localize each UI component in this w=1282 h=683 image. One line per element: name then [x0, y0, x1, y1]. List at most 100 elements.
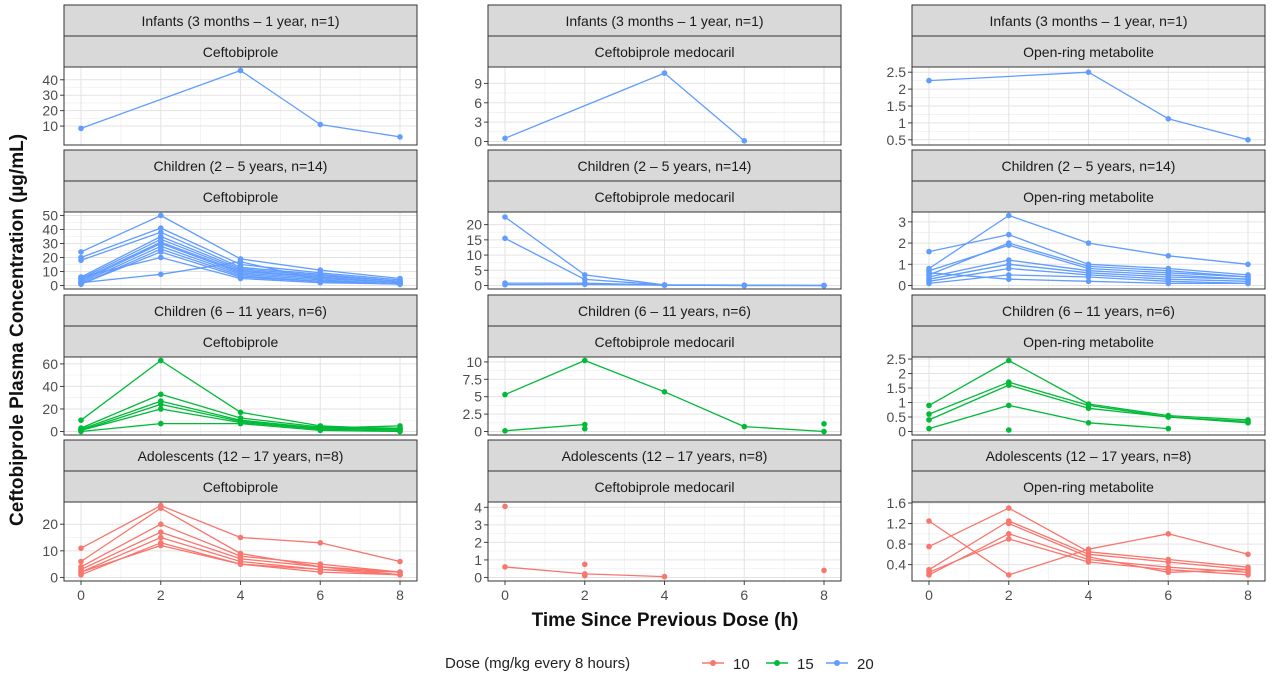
legend-label: 10	[733, 656, 750, 673]
strip-label-analyte: Open-ring metabolite	[1023, 44, 1154, 60]
x-tick-label: 0	[77, 587, 85, 603]
y-tick-label: 0	[50, 423, 58, 439]
data-point	[582, 272, 588, 278]
data-point	[1006, 242, 1012, 248]
data-point	[1245, 551, 1251, 558]
strip-background	[487, 4, 842, 37]
data-point	[397, 428, 403, 435]
x-tick-label: 2	[1005, 587, 1013, 603]
data-point	[1006, 505, 1012, 511]
data-point	[1006, 531, 1012, 537]
data-point	[1085, 554, 1092, 560]
legend-label: 15	[797, 656, 814, 673]
facet-panel: Children (2 – 5 years, n=14) Ceftobiprole…	[466, 149, 842, 294]
data-point	[661, 70, 668, 76]
y-tick-label: 10	[42, 264, 58, 280]
strip-background	[911, 180, 1266, 213]
y-tick-label: 40	[42, 378, 58, 394]
strip-background	[63, 294, 418, 327]
data-point	[1006, 272, 1012, 278]
y-tick-label: 2.5	[463, 406, 483, 422]
strip-label-age-group: Children (2 – 5 years, n=14)	[154, 158, 328, 174]
data-point	[158, 271, 164, 278]
data-point	[237, 67, 244, 74]
legend-label: 20	[857, 656, 874, 673]
y-tick-label: 0	[50, 569, 58, 585]
series-line	[1008, 522, 1249, 573]
strip-label-age-group: Adolescents (12 – 17 years, n=8)	[562, 448, 768, 464]
data-point	[1085, 559, 1092, 565]
x-tick-label: 2	[581, 587, 589, 603]
data-point	[397, 134, 403, 140]
data-point	[926, 569, 932, 576]
y-tick-label: 15	[466, 232, 482, 248]
data-point	[1245, 572, 1251, 578]
legend-key-point	[834, 660, 840, 666]
data-point	[78, 249, 84, 255]
data-point	[1006, 357, 1012, 364]
facet-panel: Children (6 – 11 years, n=6) Open-ring me…	[887, 294, 1266, 439]
facet-panel: Children (6 – 11 years, n=6) Ceftobiprole…	[42, 294, 418, 439]
panel-border	[487, 501, 842, 582]
data-point	[78, 125, 84, 132]
data-point	[158, 401, 164, 408]
data-point	[158, 357, 164, 364]
y-tick-label: 10	[466, 247, 482, 263]
x-tick-label: 6	[1164, 587, 1172, 603]
legend: Dose (mg/kg every 8 hours) 10 15 20	[445, 655, 874, 673]
strip-background	[63, 4, 418, 37]
x-tick-label: 8	[396, 587, 404, 603]
x-tick-label: 2	[157, 587, 165, 603]
y-tick-label: 1	[474, 552, 482, 568]
y-tick-label: 2	[898, 81, 906, 97]
data-point	[158, 391, 164, 398]
data-point	[582, 425, 588, 432]
strip-label-age-group: Children (6 – 11 years, n=6)	[1002, 303, 1175, 319]
data-point	[502, 391, 508, 398]
panel-border	[911, 211, 1266, 290]
y-tick-label: 0	[474, 133, 482, 149]
panel-border	[911, 356, 1266, 436]
data-point	[78, 569, 84, 575]
data-point	[502, 564, 508, 570]
data-point	[158, 529, 164, 535]
y-tick-label: 0	[474, 423, 482, 439]
strip-label-analyte: Ceftobiprole	[203, 334, 279, 350]
legend-key-point	[710, 660, 716, 666]
data-point	[78, 428, 84, 435]
x-axis-title: Time Since Previous Dose (h)	[532, 610, 799, 631]
data-point	[158, 505, 164, 512]
y-tick-label: 2	[898, 235, 906, 251]
y-tick-label: 40	[42, 72, 58, 88]
y-tick-label: 1.5	[887, 98, 907, 114]
facet-panel: Adolescents (12 – 17 years, n=8) Open-rin…	[887, 439, 1266, 603]
data-point	[158, 521, 164, 527]
series-line	[80, 69, 401, 138]
data-point	[741, 282, 748, 289]
y-tick-label: 3	[898, 214, 906, 230]
data-point	[1006, 257, 1012, 263]
data-point	[1245, 566, 1251, 573]
data-point	[1165, 559, 1172, 565]
facet-panel: Infants (3 months – 1 year, n=1) Ceftobip…	[42, 4, 418, 146]
data-point	[158, 229, 164, 236]
panel-border	[911, 66, 1266, 146]
data-point	[502, 235, 508, 242]
data-point	[237, 258, 244, 265]
data-point	[78, 558, 84, 565]
y-tick-label: 2	[898, 366, 906, 382]
data-point	[1085, 278, 1092, 285]
data-point	[317, 121, 324, 128]
data-point	[317, 427, 324, 434]
y-tick-label: 0	[474, 278, 482, 294]
data-point	[1006, 382, 1012, 388]
data-point	[1245, 420, 1251, 426]
data-point	[1006, 520, 1012, 527]
data-point	[926, 543, 932, 550]
series-line	[928, 404, 1169, 430]
data-point	[502, 503, 508, 510]
data-point	[1006, 536, 1012, 542]
strip-background	[911, 325, 1266, 358]
data-point	[821, 567, 827, 574]
